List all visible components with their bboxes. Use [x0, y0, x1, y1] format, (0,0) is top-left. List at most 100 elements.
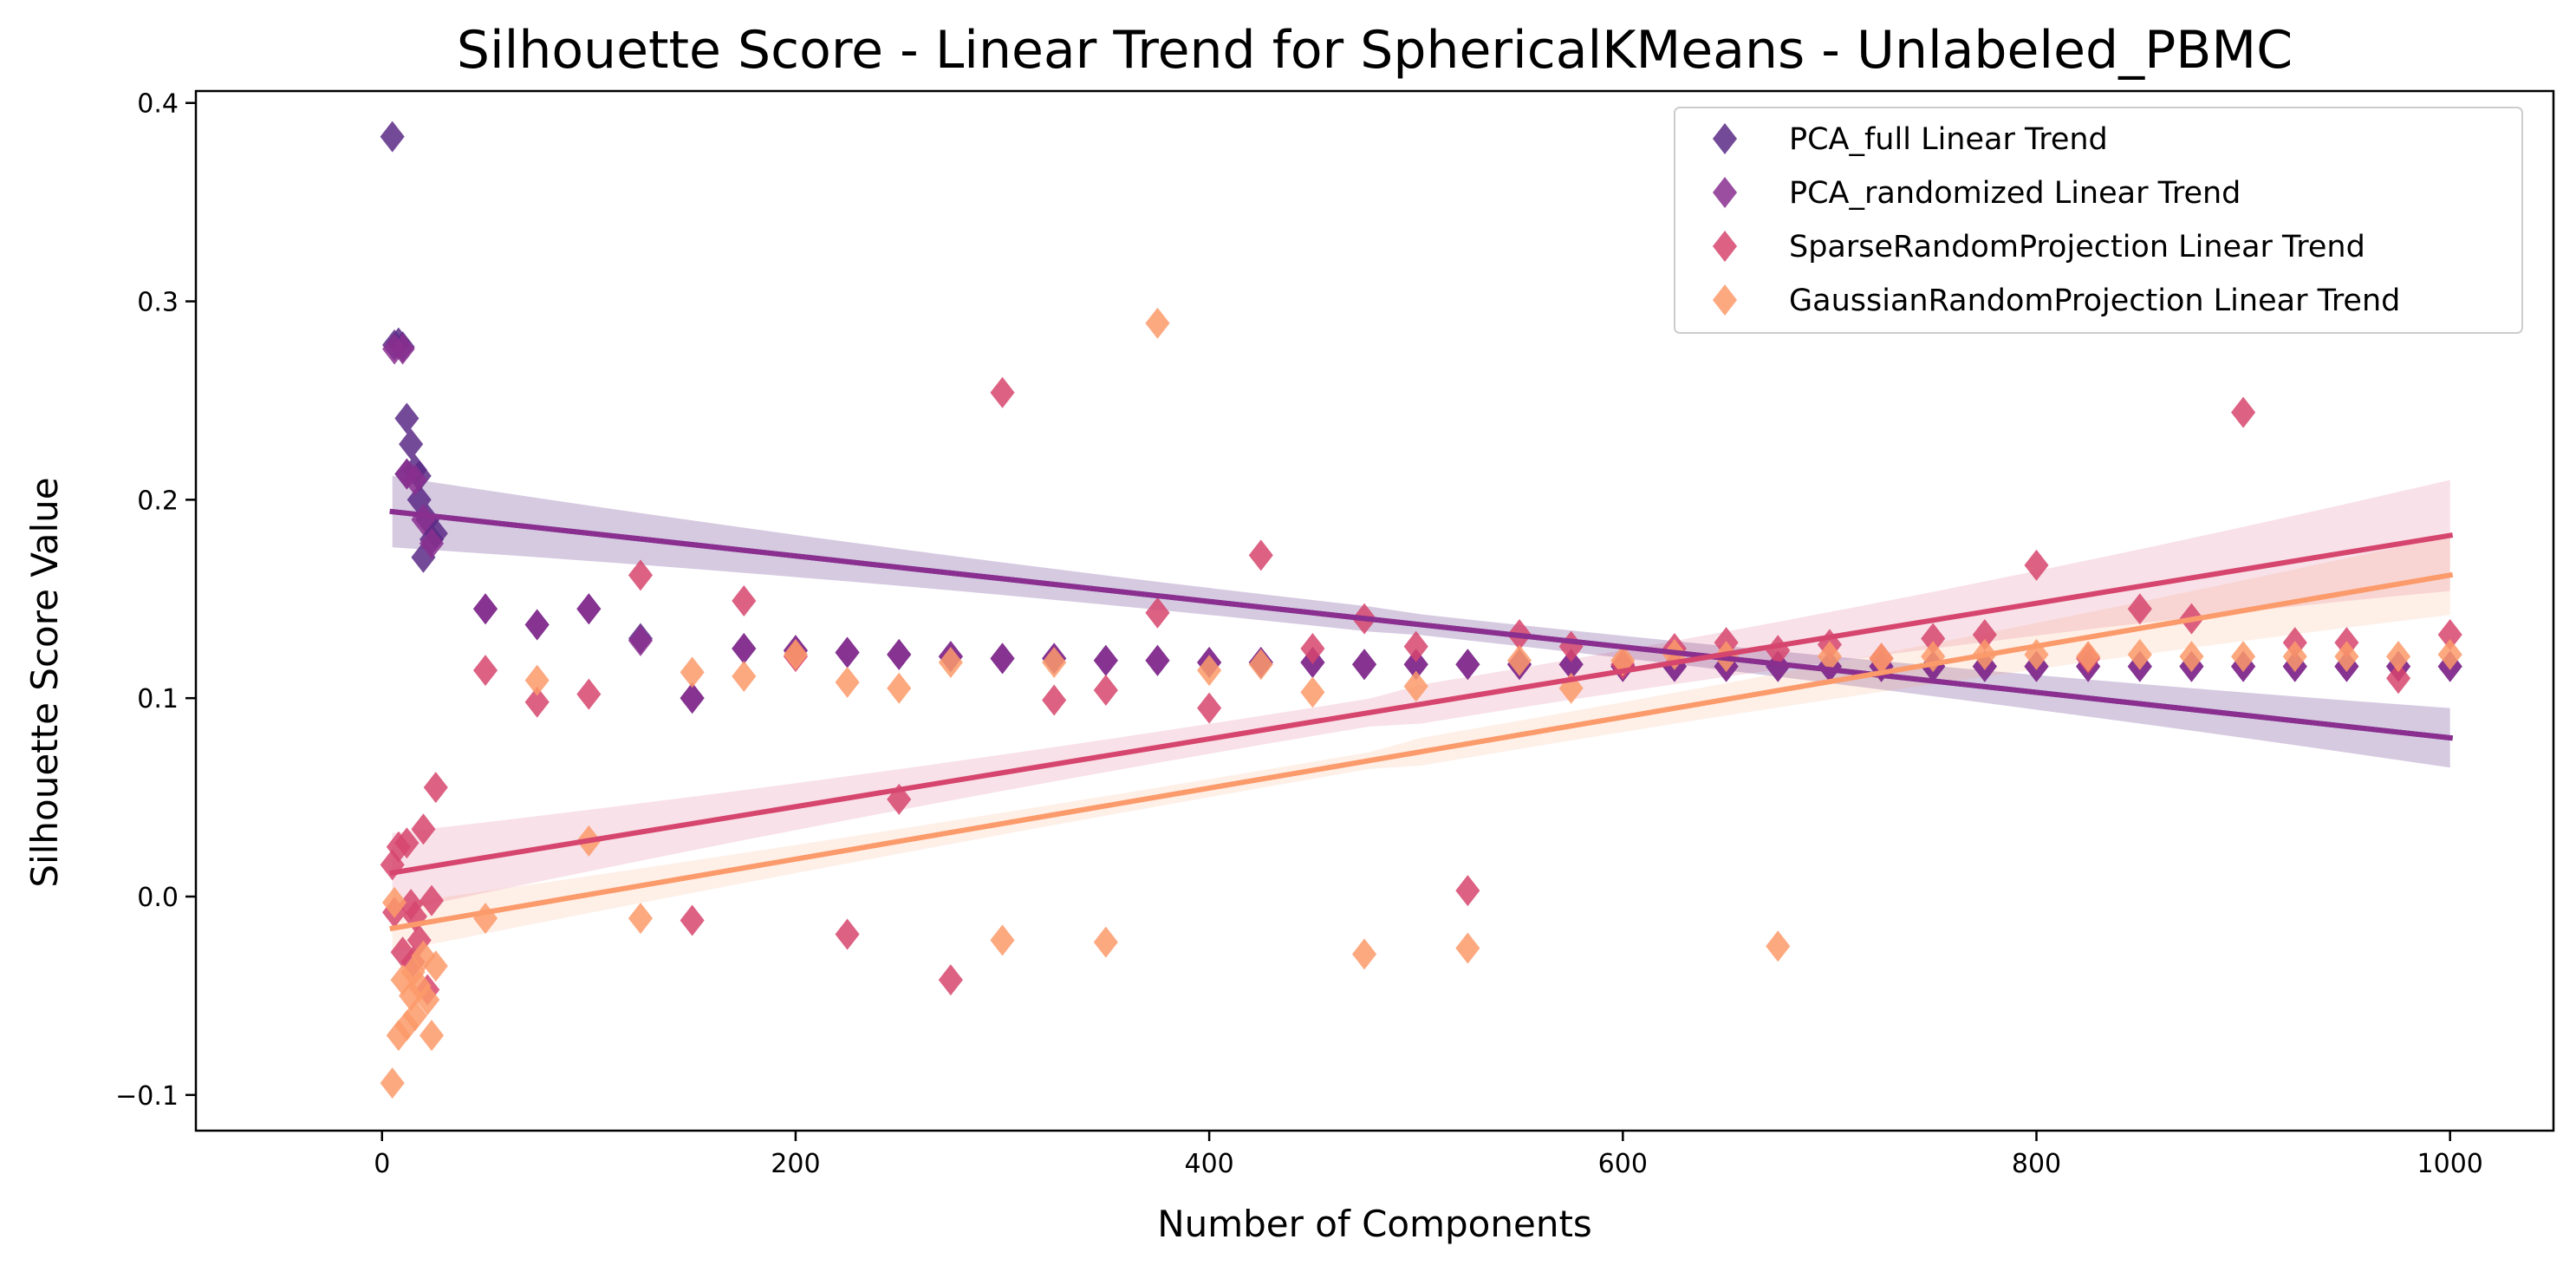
plot-frame — [194, 89, 2555, 1132]
y-tick-label: 0.1 — [137, 684, 179, 714]
data-point — [1042, 646, 1067, 678]
data-point — [2334, 641, 2359, 673]
data-point — [415, 983, 440, 1015]
data-point — [680, 682, 705, 714]
data-point — [472, 655, 498, 687]
x-tick-label: 200 — [771, 1149, 820, 1179]
data-point — [394, 827, 420, 859]
y-tick-label: 0.0 — [137, 883, 179, 913]
data-point — [394, 1009, 420, 1041]
data-point — [1145, 307, 1170, 339]
data-point — [2386, 641, 2411, 673]
data-points — [380, 121, 2462, 1099]
data-point — [2437, 618, 2462, 650]
data-point — [380, 1067, 405, 1099]
data-point — [680, 904, 705, 936]
data-point — [887, 783, 912, 815]
data-point — [1921, 623, 1946, 655]
data-point — [887, 672, 912, 704]
legend-label: PCA_randomized Linear Trend — [1789, 176, 2241, 211]
data-point — [2127, 593, 2152, 625]
data-point — [732, 661, 757, 693]
data-point — [1403, 649, 1428, 681]
data-point — [423, 772, 448, 804]
data-point — [407, 924, 432, 956]
x-tick-label: 400 — [1184, 1149, 1233, 1179]
data-point — [390, 936, 415, 969]
data-point — [1403, 630, 1428, 662]
data-point — [783, 638, 808, 670]
y-axis: −0.1 0.0 0.1 0.2 0.3 0.4 — [115, 89, 196, 1112]
data-point — [1248, 539, 1273, 571]
data-point — [2231, 641, 2256, 673]
data-point — [1352, 938, 1377, 970]
x-tick-label: 800 — [2012, 1149, 2061, 1179]
data-point — [1403, 670, 1428, 702]
data-point — [386, 1020, 411, 1052]
data-point — [419, 527, 445, 559]
legend-marker — [1712, 123, 1738, 154]
data-point — [1248, 649, 1273, 681]
data-point — [1455, 875, 1480, 907]
legend-marker — [1712, 231, 1738, 262]
data-point — [2024, 549, 2049, 581]
data-point — [1197, 655, 1222, 687]
data-point — [628, 624, 654, 656]
data-point — [394, 402, 420, 434]
y-tick-label: 0.3 — [137, 288, 179, 318]
data-point — [524, 686, 550, 718]
data-point — [576, 678, 602, 710]
data-point — [1093, 644, 1118, 676]
plot-area — [380, 121, 2462, 1099]
x-tick-label: 1000 — [2417, 1149, 2483, 1179]
data-point — [1300, 676, 1325, 708]
x-axis: 0 200 400 600 800 1000 — [374, 1131, 2483, 1179]
data-point — [1766, 930, 1791, 962]
data-point — [732, 585, 757, 617]
trend-line — [389, 508, 2454, 741]
data-point — [402, 1000, 427, 1032]
data-point — [1093, 926, 1118, 958]
data-point — [938, 646, 963, 678]
data-point — [576, 593, 602, 625]
data-point — [835, 918, 860, 950]
data-point — [382, 886, 407, 918]
y-tick-label: 0.4 — [137, 89, 179, 120]
x-tick-label: 600 — [1598, 1149, 1648, 1179]
data-point — [1869, 643, 1894, 675]
data-point — [419, 884, 445, 916]
data-point — [2179, 641, 2204, 673]
data-point — [938, 964, 963, 996]
data-point — [419, 1020, 445, 1052]
data-point — [990, 643, 1015, 675]
data-point — [1093, 675, 1118, 707]
data-point — [400, 956, 426, 988]
legend-label: PCA_full Linear Trend — [1789, 122, 2108, 157]
data-point — [1455, 932, 1480, 964]
data-point — [1558, 649, 1584, 681]
trend-line — [389, 571, 2454, 932]
data-point — [390, 333, 415, 365]
data-point — [2076, 641, 2101, 673]
trend-line — [389, 532, 2454, 876]
data-point — [472, 593, 498, 625]
data-point — [1197, 692, 1222, 724]
data-point — [1817, 641, 1842, 673]
data-point — [887, 638, 912, 670]
data-point — [390, 964, 415, 996]
data-point — [1145, 644, 1170, 676]
data-point — [2282, 641, 2307, 673]
data-point — [732, 632, 757, 664]
legend-label: SparseRandomProjection Linear Trend — [1789, 230, 2365, 264]
data-point — [380, 121, 405, 153]
data-point — [524, 609, 550, 641]
data-point — [2231, 396, 2256, 428]
data-point — [394, 458, 420, 490]
data-point — [411, 813, 436, 845]
data-point — [407, 969, 432, 1001]
y-tick-label: −0.1 — [115, 1081, 179, 1112]
legend: PCA_full Linear Trend PCA_randomized Line… — [1674, 107, 2523, 334]
x-tick-label: 0 — [374, 1149, 390, 1179]
data-point — [628, 903, 654, 935]
